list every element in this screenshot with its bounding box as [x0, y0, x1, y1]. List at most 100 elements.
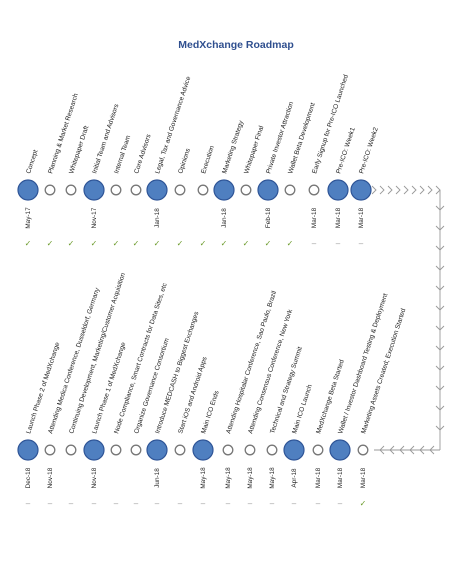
milestone-date: Mar-18	[360, 467, 367, 488]
milestone-status: –	[178, 499, 183, 508]
milestone-status: –	[270, 499, 275, 508]
milestone-date: Feb-18	[265, 207, 272, 228]
milestone-label: Pre-ICO: Week2	[358, 126, 380, 174]
milestone-date: Apr-18	[291, 468, 298, 488]
milestone-minor	[240, 184, 252, 196]
milestone-label: Opinions	[177, 147, 192, 175]
milestone-major	[213, 179, 235, 201]
milestone-status: ✓	[47, 239, 54, 248]
milestone-status: –	[359, 239, 364, 248]
connector-arrows	[371, 185, 445, 455]
milestone-label: Introduce MEDCASH to Biggest Exchanges	[154, 310, 200, 434]
milestone-status: –	[312, 239, 317, 248]
milestone-minor	[266, 444, 278, 456]
milestone-status: –	[134, 499, 139, 508]
milestone-status: –	[338, 499, 343, 508]
milestone-date: May-18	[247, 467, 254, 489]
milestone-status: ✓	[113, 239, 120, 248]
milestone-label: Whitepaper Final	[243, 125, 265, 175]
milestone-date: Jun-18	[154, 468, 161, 488]
milestone-status: ✓	[177, 239, 184, 248]
milestone-minor	[312, 444, 324, 456]
milestone-status: ✓	[221, 239, 228, 248]
milestone-label: Core Advisors	[133, 133, 153, 175]
milestone-minor	[197, 184, 209, 196]
milestone-status: –	[48, 499, 53, 508]
milestone-status: –	[69, 499, 74, 508]
milestone-label: Internal Team	[113, 134, 132, 175]
milestone-major	[350, 179, 372, 201]
milestone-major	[17, 439, 39, 461]
milestone-label: Whitepaper Draft	[68, 125, 90, 175]
milestone-minor	[44, 184, 56, 196]
milestone-minor	[110, 444, 122, 456]
milestone-status: –	[201, 499, 206, 508]
milestone-status: –	[336, 239, 341, 248]
milestone-date: Nov-17	[91, 207, 98, 228]
milestone-minor	[222, 444, 234, 456]
milestone-date: Jan-18	[221, 208, 228, 228]
milestone-major	[329, 439, 351, 461]
milestone-status: ✓	[360, 499, 367, 508]
milestone-minor	[244, 444, 256, 456]
milestone-label: Marketing Strategy	[221, 119, 245, 174]
milestone-minor	[65, 444, 77, 456]
milestone-label: Marketing Assets Created; Execution Star…	[360, 307, 407, 434]
milestone-date: May-18	[225, 467, 232, 489]
milestone-status: –	[114, 499, 119, 508]
milestone-status: ✓	[133, 239, 140, 248]
milestone-status: ✓	[91, 239, 98, 248]
milestone-label: Execution	[200, 145, 216, 175]
milestone-status: –	[26, 499, 31, 508]
milestone-minor	[130, 444, 142, 456]
milestone-minor	[44, 444, 56, 456]
milestone-minor	[284, 184, 296, 196]
milestone-status: ✓	[68, 239, 75, 248]
milestone-status: ✓	[265, 239, 272, 248]
title: MedXchange Roadmap	[178, 39, 294, 51]
milestone-minor	[174, 444, 186, 456]
milestone-status: –	[226, 499, 231, 508]
milestone-label: Attending Consensus Conference, New York	[247, 308, 294, 435]
milestone-major	[17, 179, 39, 201]
milestone-status: ✓	[25, 239, 32, 248]
milestone-minor	[110, 184, 122, 196]
milestone-label: Main ICO Launch	[291, 383, 314, 434]
milestone-major	[192, 439, 214, 461]
milestone-status: –	[316, 499, 321, 508]
milestone-date: Mar-18	[311, 207, 318, 228]
milestone-major	[83, 439, 105, 461]
milestone-date: Mar-18	[337, 467, 344, 488]
milestone-date: Jan-18	[154, 208, 161, 228]
milestone-status: –	[248, 499, 253, 508]
milestone-major	[83, 179, 105, 201]
milestone-minor	[65, 184, 77, 196]
milestone-label: Concept	[25, 149, 39, 175]
milestone-major	[257, 179, 279, 201]
milestone-date: May-18	[269, 467, 276, 489]
milestone-status: ✓	[243, 239, 250, 248]
milestone-date: Dec-18	[25, 467, 32, 488]
milestone-date: Nov-18	[47, 467, 54, 488]
milestone-minor	[130, 184, 142, 196]
milestone-status: ✓	[287, 239, 294, 248]
milestone-status: –	[155, 499, 160, 508]
milestone-date: Mar-18	[335, 207, 342, 228]
milestone-label: Main ICO Ends	[200, 389, 221, 434]
milestone-date: Nov-18	[91, 467, 98, 488]
milestone-major	[327, 179, 349, 201]
milestone-date: May-18	[200, 467, 207, 489]
milestone-major	[146, 179, 168, 201]
milestone-status: ✓	[154, 239, 161, 248]
milestone-status: –	[292, 499, 297, 508]
milestone-major	[283, 439, 305, 461]
milestone-date: Mar-18	[358, 207, 365, 228]
milestone-status: –	[92, 499, 97, 508]
milestone-status: ✓	[200, 239, 207, 248]
milestone-label: Wallet / Investor Dashboard Testing & De…	[337, 293, 389, 435]
milestone-date: May-17	[25, 207, 32, 229]
milestone-label: Pre-ICO: Week1	[335, 126, 357, 174]
milestone-major	[146, 439, 168, 461]
